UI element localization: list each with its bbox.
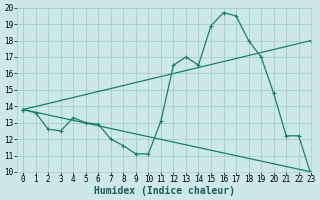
X-axis label: Humidex (Indice chaleur): Humidex (Indice chaleur) xyxy=(93,186,235,196)
